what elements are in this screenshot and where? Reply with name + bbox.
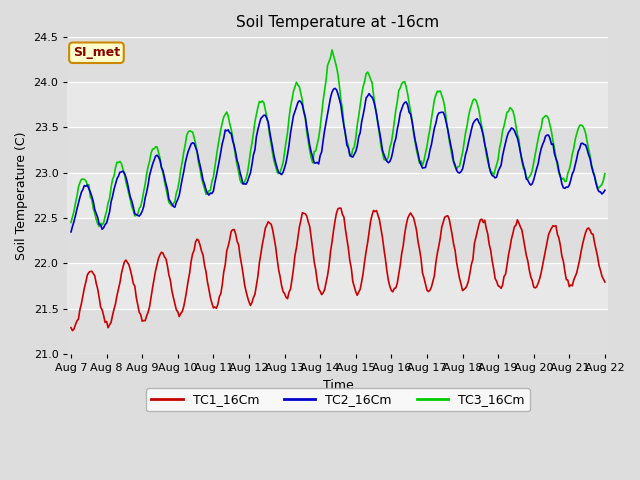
TC3_16Cm	[404, 91, 412, 97]
Y-axis label: Soil Temperature (C): Soil Temperature (C)	[15, 131, 28, 260]
Line: TC2_16Cm: TC2_16Cm	[71, 88, 605, 232]
Line: TC1_16Cm: TC1_16Cm	[71, 208, 605, 331]
TC3_16Cm	[95, 224, 103, 229]
TC2_16Cm	[390, 140, 398, 146]
Bar	[67, 37, 609, 82]
TC2_16Cm	[67, 229, 75, 235]
TC1_16Cm	[539, 263, 547, 268]
TC3_16Cm	[82, 178, 90, 184]
Bar	[67, 309, 609, 354]
TC1_16Cm	[83, 272, 91, 278]
Legend: TC1_16Cm, TC2_16Cm, TC3_16Cm: TC1_16Cm, TC2_16Cm, TC3_16Cm	[147, 388, 529, 411]
TC3_16Cm	[374, 121, 382, 127]
TC2_16Cm	[331, 85, 339, 91]
TC1_16Cm	[168, 288, 176, 293]
Bar	[67, 218, 609, 264]
TC1_16Cm	[67, 325, 75, 331]
TC1_16Cm	[392, 285, 399, 291]
TC1_16Cm	[68, 328, 76, 334]
TC2_16Cm	[538, 146, 545, 152]
TC1_16Cm	[404, 216, 412, 221]
TC3_16Cm	[539, 116, 547, 121]
TC1_16Cm	[601, 279, 609, 285]
TC3_16Cm	[168, 203, 176, 209]
TC3_16Cm	[328, 47, 336, 53]
TC2_16Cm	[372, 111, 380, 117]
Text: SI_met: SI_met	[73, 46, 120, 59]
Bar	[67, 127, 609, 173]
TC2_16Cm	[601, 187, 609, 193]
TC3_16Cm	[67, 219, 75, 225]
TC1_16Cm	[335, 205, 343, 211]
TC3_16Cm	[601, 171, 609, 177]
X-axis label: Time: Time	[323, 379, 353, 392]
TC2_16Cm	[403, 99, 410, 105]
TC3_16Cm	[392, 108, 399, 113]
TC1_16Cm	[374, 212, 382, 218]
TC2_16Cm	[82, 183, 90, 189]
Line: TC3_16Cm: TC3_16Cm	[71, 50, 605, 227]
TC2_16Cm	[166, 199, 174, 204]
Title: Soil Temperature at -16cm: Soil Temperature at -16cm	[236, 15, 440, 30]
